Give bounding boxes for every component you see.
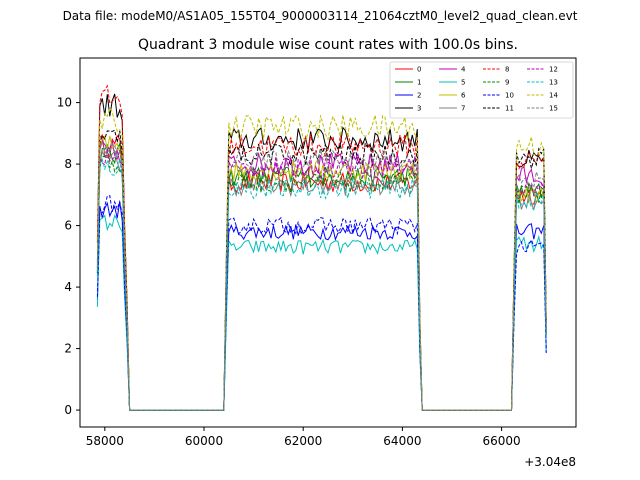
series-line-7 — [96, 149, 547, 411]
legend-label-8: 8 — [505, 66, 509, 74]
series-line-2 — [96, 201, 547, 411]
series-line-9 — [96, 150, 547, 411]
y-tick-label: 6 — [64, 219, 72, 233]
legend-label-7: 7 — [461, 105, 465, 113]
legend-label-6: 6 — [461, 92, 466, 100]
chart-title: Quadrant 3 module wise count rates with … — [138, 37, 518, 53]
x-axis: 58000 60000 62000 64000 66000 — [86, 427, 521, 448]
legend-label-10: 10 — [505, 92, 514, 100]
legend-label-12: 12 — [549, 66, 558, 74]
x-offset-label: +3.04e8 — [524, 455, 576, 469]
plot-lines — [96, 84, 547, 411]
legend-label-0: 0 — [417, 66, 421, 74]
x-tick-label: 64000 — [383, 434, 421, 448]
x-tick-label: 60000 — [185, 434, 223, 448]
series-line-3 — [96, 93, 547, 411]
x-tick-label: 62000 — [284, 434, 322, 448]
x-tick-label: 58000 — [86, 434, 124, 448]
y-tick-label: 2 — [64, 342, 72, 356]
y-tick-label: 8 — [64, 157, 72, 171]
legend-label-1: 1 — [417, 79, 421, 87]
y-tick-label: 10 — [57, 96, 72, 110]
series-line-8 — [96, 84, 547, 411]
legend-box — [389, 61, 574, 119]
legend-label-5: 5 — [461, 79, 465, 87]
legend-label-2: 2 — [417, 92, 421, 100]
y-tick-label: 0 — [64, 403, 72, 417]
legend-label-9: 9 — [505, 79, 509, 87]
y-axis: 0 2 4 6 8 10 — [57, 96, 80, 417]
x-tick-label: 66000 — [483, 434, 521, 448]
legend-label-4: 4 — [461, 66, 466, 74]
legend-label-3: 3 — [417, 105, 421, 113]
legend-label-14: 14 — [549, 92, 558, 100]
legend-label-13: 13 — [549, 79, 558, 87]
legend-label-15: 15 — [549, 105, 558, 113]
data-file-suptitle: Data file: modeM0/AS1A05_155T04_90000031… — [63, 9, 578, 23]
legend-label-11: 11 — [505, 105, 514, 113]
plot-frame — [79, 57, 577, 428]
series-line-10 — [96, 195, 547, 411]
series-line-13 — [96, 158, 547, 411]
y-tick-label: 4 — [64, 280, 72, 294]
series-line-5 — [96, 214, 547, 411]
series-line-15 — [96, 140, 547, 411]
